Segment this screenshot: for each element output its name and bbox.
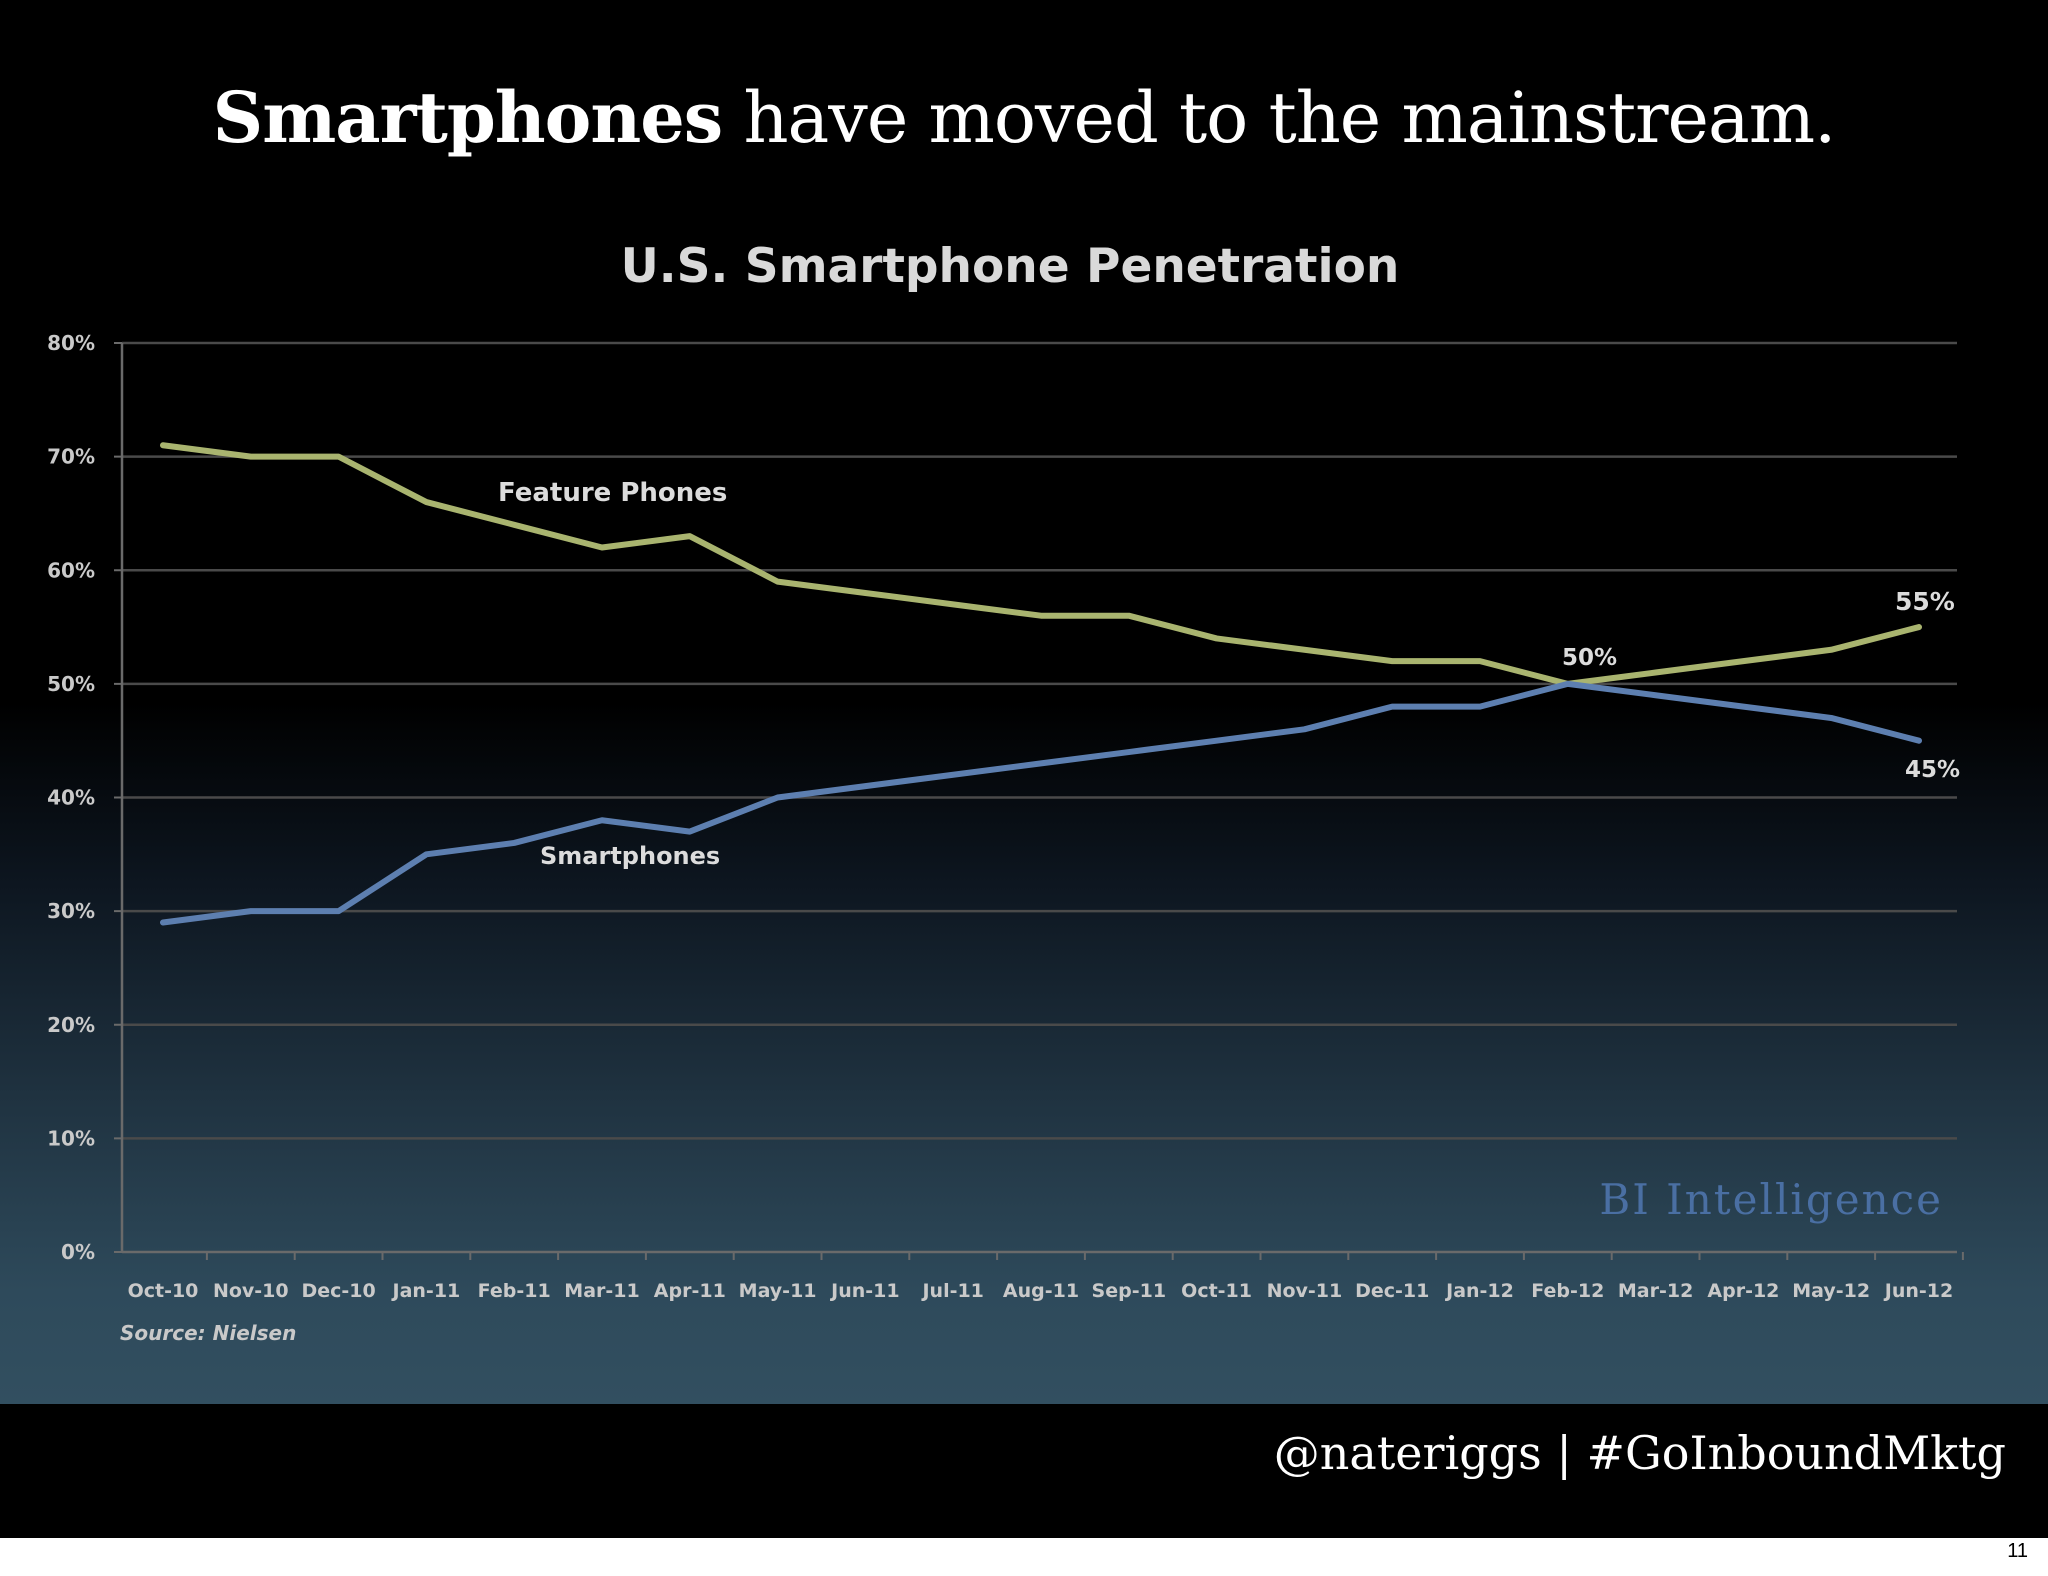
x-tick-label: Apr-12 [1707, 1280, 1779, 1302]
y-tick-label: 50% [47, 672, 95, 696]
x-tick-label: May-12 [1792, 1280, 1870, 1302]
y-tick-label: 70% [47, 445, 95, 469]
x-axis-labels: Oct-10 Nov-10 Dec-10 Jan-11 Feb-11 Mar-11 Apr-… [128, 1280, 1954, 1302]
x-tick-label: Dec-10 [301, 1280, 375, 1302]
smartphones-label: Smartphones [540, 842, 720, 870]
x-tick-label: Oct-11 [1181, 1280, 1252, 1302]
x-tick-label: Jul-11 [920, 1280, 983, 1302]
series-line-smartphones [160, 680, 1922, 926]
footer-bar [0, 1404, 2048, 1538]
y-tick-label: 10% [47, 1126, 95, 1150]
x-tick-label: May-11 [739, 1280, 817, 1302]
x-tick-label: Nov-10 [213, 1280, 289, 1302]
x-tick-label: Sep-11 [1092, 1280, 1167, 1302]
y-tick-label: 40% [47, 786, 95, 810]
y-tick-label: 0% [61, 1240, 95, 1264]
footer-handle-hashtag: @nateriggs | #GoInboundMktg [1273, 1426, 2006, 1480]
line-chart: 0% 10% 20% 30% 40% 50% 60% 70% 80% Oct-10 Nov-10 D… [47, 239, 1964, 1345]
x-tick-label: Mar-11 [564, 1280, 639, 1302]
x-tick-label: Jan-11 [391, 1280, 461, 1302]
y-tick-label: 80% [47, 331, 95, 355]
y-axis-labels: 0% 10% 20% 30% 40% 50% 60% 70% 80% [47, 331, 95, 1264]
x-tick-label: Feb-11 [478, 1280, 551, 1302]
x-tick-label: Mar-12 [1618, 1280, 1693, 1302]
x-tick-label: Jan-12 [1444, 1280, 1514, 1302]
x-tick-label: Oct-10 [128, 1280, 199, 1302]
chart-grid [114, 341, 1964, 1260]
y-tick-label: 30% [47, 899, 95, 923]
y-tick-label: 20% [47, 1013, 95, 1037]
annotation-50: 50% [1562, 645, 1617, 671]
x-tick-label: Jun-11 [829, 1280, 899, 1302]
x-tick-label: Aug-11 [1003, 1280, 1079, 1302]
annotation-45: 45% [1905, 757, 1960, 783]
slide-headline: Smartphones have moved to the mainstream… [0, 76, 2048, 159]
annotation-55: 55% [1895, 587, 1955, 616]
source-note: Source: Nielsen [120, 1321, 296, 1345]
series-line-feature-phones [160, 442, 1922, 687]
slide-number: 11 [2007, 1540, 2028, 1562]
chart-title: U.S. Smartphone Penetration [621, 239, 1400, 294]
x-tick-label: Jun-12 [1883, 1280, 1953, 1302]
chart-series [160, 442, 1922, 926]
x-tick-label: Nov-11 [1267, 1280, 1343, 1302]
x-tick-label: Apr-11 [654, 1280, 726, 1302]
x-tick-label: Dec-11 [1355, 1280, 1429, 1302]
y-tick-label: 60% [47, 558, 95, 582]
x-tick-label: Feb-12 [1531, 1280, 1604, 1302]
feature-phones-label: Feature Phones [498, 478, 727, 508]
bi-intelligence-watermark: BI Intelligence [1599, 1175, 1943, 1224]
headline-rest: have moved to the mainstream. [722, 77, 1836, 159]
headline-bold: Smartphones [212, 76, 724, 159]
